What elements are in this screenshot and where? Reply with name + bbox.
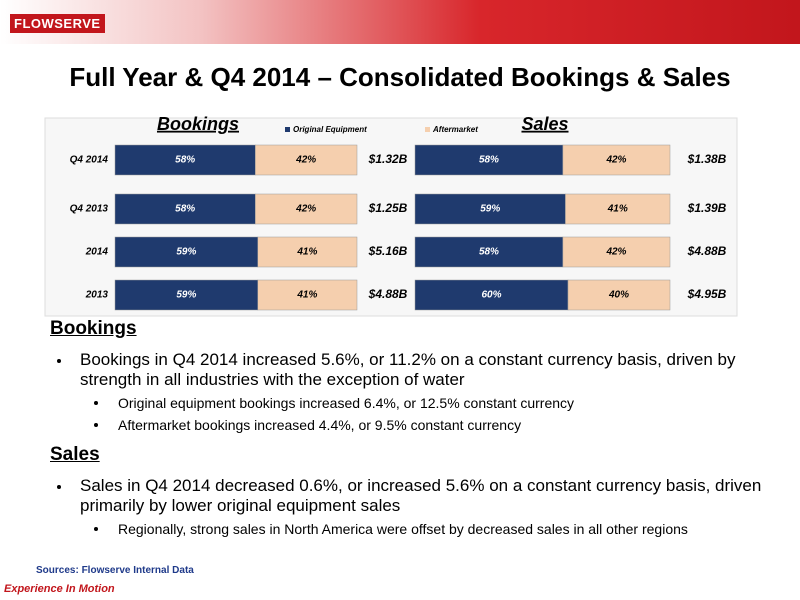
category-label: 2013 [85,290,109,301]
total-label: $1.38B [687,152,727,166]
sub-bullet-item: Regionally, strong sales in North Americ… [50,520,780,538]
value-label: 58% [479,155,499,166]
total-label: $4.95B [687,287,727,301]
value-label: 42% [295,155,316,166]
bullet-marker [57,359,61,363]
bar-segment [414,279,569,311]
value-label: 59% [176,247,196,258]
total-label: $1.32B [368,152,408,166]
bar-segment [255,193,358,225]
value-label: 41% [296,290,317,301]
legend-label: Aftermarket [432,125,478,134]
slide-title: Full Year & Q4 2014 – Consolidated Booki… [69,62,731,92]
bar-segment [567,279,671,311]
chart-title: Sales [521,114,568,134]
bar-segment [565,193,671,225]
value-label: 42% [605,155,626,166]
legend-label: Original Equipment [293,125,367,134]
category-label: Q4 2014 [70,155,109,166]
bar-segment [255,144,358,176]
value-label: 42% [605,247,626,258]
sub-bullet-item: Original equipment bookings increased 6.… [50,394,780,412]
bullet-marker [94,401,98,405]
legend-swatch [285,127,290,132]
bar-segment [114,279,259,311]
sub-bullet-text: Aftermarket bookings increased 4.4%, or … [118,417,522,433]
bar-segment [414,236,564,268]
bar-segment [114,193,256,225]
category-label: Q4 2013 [70,204,109,215]
value-label: 41% [296,247,317,258]
charts: Bookings Original Equipment Aftermarket Q4 … [44,114,738,317]
value-label: 58% [479,247,499,258]
total-label: $1.39B [687,201,727,215]
legend-swatch [425,127,430,132]
total-label: $4.88B [368,287,408,301]
bar-segment [114,144,256,176]
source-note: Sources: Flowserve Internal Data [36,565,194,576]
bar-segment [257,279,358,311]
value-label: 41% [607,204,628,215]
bar-segment [562,144,671,176]
category-label: 2014 [85,247,109,258]
value-label: 60% [481,290,501,301]
value-label: 40% [608,290,629,301]
value-label: 59% [176,290,196,301]
bar-segment [414,144,564,176]
value-label: 58% [175,204,195,215]
bullet-item: Bookings in Q4 2014 increased 5.6%, or 1… [50,350,780,390]
sub-bullet-text: Original equipment bookings increased 6.… [118,395,575,411]
bullet-marker [94,527,98,531]
bar-segment [257,236,358,268]
bullet-text: Sales in Q4 2014 decreased 0.6%, or incr… [80,476,762,515]
bullet-marker [94,423,98,427]
bullet-item: Sales in Q4 2014 decreased 0.6%, or incr… [50,476,780,516]
bar-segment [562,236,671,268]
value-label: 59% [480,204,500,215]
body-text: Bookings Bookings in Q4 2014 increased 5.… [50,318,780,542]
logo: FLOWSERVE [10,14,105,33]
banner [0,0,800,44]
total-label: $1.25B [368,201,408,215]
section-heading: Sales [50,444,100,465]
chart-title: Bookings [157,114,239,134]
sub-bullet-item: Aftermarket bookings increased 4.4%, or … [50,416,780,434]
bar-segment [114,236,259,268]
total-label: $4.88B [687,244,727,258]
bullet-text: Bookings in Q4 2014 increased 5.6%, or 1… [80,350,736,389]
total-label: $5.16B [368,244,408,258]
value-label: 58% [175,155,195,166]
tagline: Experience In Motion [4,583,115,595]
sub-bullet-text: Regionally, strong sales in North Americ… [118,521,688,537]
section-heading: Bookings [50,318,137,339]
bar-segment [414,193,566,225]
bullet-marker [57,485,61,489]
value-label: 42% [295,204,316,215]
